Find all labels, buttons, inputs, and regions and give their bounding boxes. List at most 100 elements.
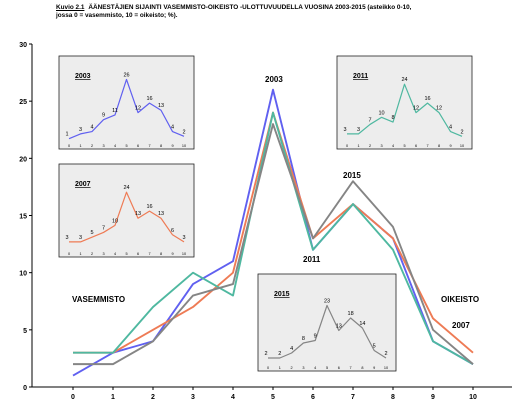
annotation-oikeisto: OIKEISTO — [441, 295, 479, 304]
inset-2007: 2007 3 3 5 7 10 24 13 16 13 6 3 0 1 2 3 4 5 6 7 8 9 10 — [58, 163, 195, 258]
inset-data-label: 12 — [436, 106, 442, 112]
inset-data-label: 16 — [146, 96, 152, 102]
inset-data-label: 6 — [171, 228, 174, 234]
inset-data-label: 13 — [158, 211, 164, 217]
inset-data-label: 12 — [413, 106, 419, 112]
annotation-2007: 2007 — [452, 321, 470, 330]
inset-data-label: 13 — [158, 103, 164, 109]
inset-data-label: 16 — [424, 96, 430, 102]
inset-x-tick-label: 8 — [438, 144, 440, 148]
inset-x-tick-label: 3 — [380, 144, 382, 148]
inset-x-tick-label: 0 — [68, 144, 70, 148]
annotation-2003: 2003 — [265, 75, 283, 84]
inset-x-tick-label: 5 — [125, 252, 127, 256]
annotation-2011: 2011 — [303, 255, 321, 264]
inset-x-tick-label: 6 — [137, 252, 139, 256]
inset-data-label: 7 — [102, 225, 105, 231]
y-tick-label: 20 — [19, 156, 27, 163]
inset-data-label: 2 — [264, 351, 267, 357]
inset-x-tick-label: 0 — [346, 144, 348, 148]
inset-data-label: 4 — [290, 346, 293, 352]
x-tick-label: 10 — [469, 394, 477, 401]
x-tick-label: 1 — [111, 394, 115, 401]
x-tick-label: 0 — [71, 394, 75, 401]
inset-data-label: 9 — [314, 334, 317, 340]
inset-x-tick-label: 6 — [338, 366, 340, 370]
inset-frame — [336, 55, 473, 150]
inset-title: 2015 — [274, 291, 290, 298]
inset-x-tick-label: 9 — [171, 252, 173, 256]
y-tick-label: 30 — [19, 42, 27, 49]
y-tick-label: 10 — [19, 271, 27, 278]
inset-data-label: 5 — [373, 344, 376, 350]
main-annotations: VASEMMISTO OIKEISTO 2003 2015 2011 2007 — [72, 75, 479, 330]
inset-x-tick-label: 7 — [148, 144, 150, 148]
x-tick-label: 5 — [271, 394, 275, 401]
inset-x-tick-label: 1 — [79, 144, 81, 148]
inset-title: 2011 — [353, 73, 368, 80]
inset-data-label: 2 — [460, 129, 463, 135]
inset-data-label: 24 — [401, 77, 407, 83]
inset-data-label: 3 — [79, 127, 82, 133]
inset-frame — [58, 163, 195, 258]
x-tick-label: 9 — [431, 394, 435, 401]
inset-x-tick-label: 2 — [91, 252, 93, 256]
inset-x-tick-label: 8 — [160, 144, 162, 148]
inset-x-tick-label: 3 — [102, 252, 104, 256]
inset-data-label: 13 — [336, 324, 342, 330]
inset-x-tick-label: 6 — [137, 144, 139, 148]
inset-data-label: 4 — [171, 125, 174, 131]
inset-x-tick-label: 2 — [91, 144, 93, 148]
inset-data-label: 5 — [90, 230, 93, 236]
inset-series-line — [347, 83, 463, 137]
inset-x-tick-label: 7 — [350, 366, 352, 370]
inset-x-tick-label: 8 — [160, 252, 162, 256]
inset-x-tick-label: 2 — [369, 144, 371, 148]
inset-series-line — [68, 78, 185, 140]
inset-data-label: 11 — [112, 108, 118, 114]
x-tick-label: 3 — [191, 394, 195, 401]
inset-data-label: 24 — [123, 185, 129, 191]
y-tick-label: 5 — [23, 328, 27, 335]
inset-data-label: 10 — [112, 218, 118, 224]
inset-x-tick-label: 9 — [449, 144, 451, 148]
inset-x-tick-label: 10 — [384, 366, 388, 370]
inset-data-label: 2 — [384, 351, 387, 357]
inset-x-tick-label: 1 — [279, 366, 281, 370]
inset-x-tick-label: 4 — [314, 366, 316, 370]
inset-data-label: 3 — [182, 235, 185, 241]
inset-frame — [257, 273, 397, 372]
figure-caption: Kuvio 2.1 ÄÄNESTÄJIEN SIJAINTI VASEMMISTO… — [56, 4, 526, 20]
inset-data-label: 8 — [302, 336, 305, 342]
inset-series-line — [268, 304, 387, 359]
inset-title: 2007 — [75, 181, 91, 188]
inset-data-label: 4 — [449, 125, 452, 131]
inset-x-tick-label: 4 — [114, 144, 116, 148]
inset-data-label: 2 — [182, 129, 185, 135]
inset-data-label: 9 — [102, 113, 105, 119]
inset-x-tick-label: 10 — [460, 144, 464, 148]
y-tick-label: 15 — [19, 214, 27, 221]
inset-x-tick-label: 5 — [125, 144, 127, 148]
inset-x-tick-label: 3 — [102, 144, 104, 148]
inset-data-label: 8 — [391, 115, 394, 121]
inset-x-tick-label: 4 — [114, 252, 116, 256]
inset-data-label: 2 — [278, 351, 281, 357]
x-tick-label: 8 — [391, 394, 395, 401]
main-series — [72, 88, 474, 377]
inset-data-label: 3 — [357, 127, 360, 133]
inset-x-tick-label: 7 — [426, 144, 428, 148]
inset-title: 2003 — [75, 73, 91, 80]
inset-x-tick-label: 8 — [361, 366, 363, 370]
inset-x-tick-label: 3 — [302, 366, 304, 370]
inset-x-tick-label: 9 — [171, 144, 173, 148]
x-tick-label: 6 — [311, 394, 315, 401]
inset-data-label: 1 — [65, 132, 68, 138]
inset-x-tick-label: 5 — [326, 366, 328, 370]
inset-x-tick-label: 5 — [403, 144, 405, 148]
inset-data-label: 3 — [79, 235, 82, 241]
inset-x-tick-label: 0 — [68, 252, 70, 256]
